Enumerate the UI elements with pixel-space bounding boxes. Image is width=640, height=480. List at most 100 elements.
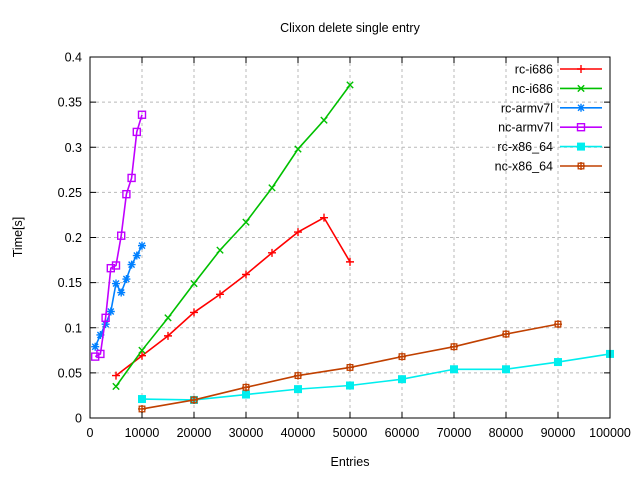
y-axis-label: Time[s] [11,217,25,258]
marker-nc-armv7l [96,349,105,359]
marker-rc-x86_64 [346,381,354,390]
chart-title: Clixon delete single entry [280,21,420,35]
marker-rc-armv7l [112,279,120,288]
series-line-rc-armv7l [94,245,143,348]
y-tick-label: 0.35 [58,96,82,110]
marker-rc-i686 [268,248,276,257]
legend-label: nc-x86_64 [495,160,553,174]
y-tick-label: 0.2 [65,231,82,245]
marker-nc-i686 [346,81,354,89]
marker-rc-x86_64 [450,365,458,374]
legend-item-nc-armv7l: nc-armv7l [498,121,602,135]
x-tick-label: 30000 [229,426,264,440]
legend-label: nc-armv7l [498,121,553,135]
x-tick-label: 70000 [437,426,472,440]
marker-nc-i686 [320,116,328,124]
marker-rc-armv7l [91,342,100,351]
y-tick-label: 0.3 [65,141,82,155]
marker-rc-armv7l [122,275,131,284]
x-tick-label: 60000 [385,426,420,440]
legend-marker-rc-i686 [577,65,585,73]
legend-label: nc-i686 [512,82,553,96]
marker-nc-i686 [242,218,250,226]
marker-nc-armv7l [101,313,110,323]
marker-rc-x86_64 [398,375,406,384]
marker-nc-x86_64 [450,342,458,351]
marker-rc-armv7l [117,288,126,297]
marker-rc-armv7l [127,260,136,269]
marker-rc-x86_64 [502,365,510,374]
series-line-nc-i686 [115,84,351,387]
legend-label: rc-armv7l [501,101,553,115]
marker-rc-i686 [320,213,328,222]
marker-rc-x86_64 [554,358,562,367]
legend-label: rc-i686 [515,63,553,77]
marker-nc-armv7l [127,173,136,183]
marker-rc-i686 [190,308,198,317]
marker-nc-i686 [164,314,172,322]
marker-nc-armv7l [132,127,142,137]
legend-item-rc-armv7l: rc-armv7l [501,101,602,115]
marker-nc-i686 [112,382,120,391]
marker-nc-armv7l [90,352,100,361]
marker-nc-x86_64 [190,395,198,404]
x-tick-label: 0 [87,426,94,440]
marker-nc-armv7l [116,231,126,240]
marker-nc-i686 [138,346,146,355]
x-tick-label: 90000 [541,426,576,440]
marker-rc-i686 [242,270,250,279]
marker-nc-x86_64 [294,371,302,380]
marker-nc-i686 [216,246,224,254]
x-tick-label: 20000 [177,426,212,440]
legend-label: rc-x86_64 [497,140,553,154]
legend-marker-nc-i686 [577,84,585,93]
marker-rc-x86_64 [242,390,250,399]
marker-rc-armv7l [138,241,146,250]
marker-nc-armv7l [137,110,147,119]
marker-rc-armv7l [96,330,105,339]
marker-nc-i686 [190,279,198,288]
marker-rc-armv7l [132,251,141,260]
marker-nc-x86_64 [398,352,406,361]
series-line-rc-x86_64 [141,353,611,401]
legend-marker-nc-armv7l [576,122,586,132]
marker-rc-i686 [294,228,302,237]
marker-nc-i686 [294,145,302,153]
x-tick-label: 80000 [489,426,524,440]
series-line-rc-i686 [115,216,351,377]
legend-marker-nc-x86_64 [577,162,585,170]
y-tick-label: 0.4 [65,51,82,65]
marker-rc-i686 [164,331,172,340]
legend-marker-rc-x86_64 [577,142,585,151]
y-tick-label: 0.25 [58,186,82,200]
x-tick-label: 100000 [589,426,631,440]
legend-item-nc-x86_64: nc-x86_64 [495,160,602,174]
marker-nc-x86_64 [242,383,250,392]
legend-item-rc-x86_64: rc-x86_64 [497,140,602,154]
x-tick-label: 40000 [281,426,316,440]
y-tick-label: 0.1 [65,321,82,335]
marker-rc-i686 [112,371,120,380]
marker-nc-armv7l [122,189,131,199]
legend-item-rc-i686: rc-i686 [515,63,602,77]
marker-rc-armv7l [106,307,115,316]
marker-nc-armv7l [106,263,116,273]
marker-rc-i686 [346,257,354,266]
marker-rc-x86_64 [294,385,302,394]
y-tick-label: 0 [75,412,82,426]
marker-rc-x86_64 [138,395,146,404]
marker-rc-armv7l [101,320,110,329]
marker-rc-i686 [138,351,146,360]
x-axis-label: Entries [331,455,370,469]
y-tick-label: 0.05 [58,366,82,380]
y-tick-label: 0.15 [58,276,82,290]
marker-nc-x86_64 [554,320,562,329]
marker-nc-x86_64 [502,330,510,339]
marker-nc-i686 [268,184,276,192]
marker-rc-i686 [216,290,224,299]
legend-item-nc-i686: nc-i686 [512,82,602,96]
x-tick-label: 50000 [333,426,368,440]
marker-nc-armv7l [111,261,121,270]
